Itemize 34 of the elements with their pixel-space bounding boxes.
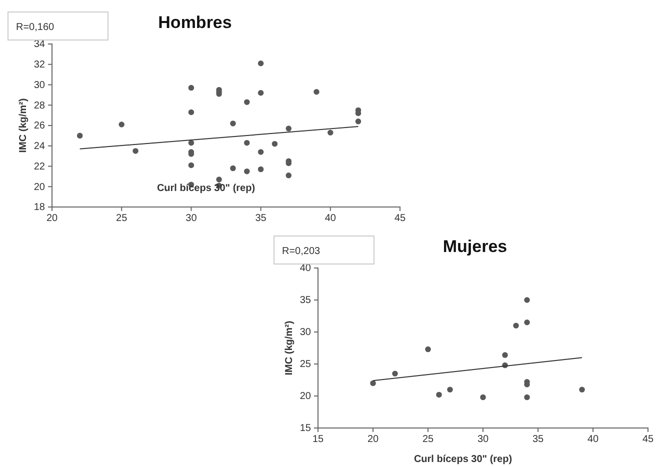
y-tick-label: 28	[34, 100, 46, 112]
x-axis-title: Curl bíceps 30" (rep)	[156, 183, 256, 194]
x-tick-label: 45	[642, 434, 654, 446]
y-tick-label: 20	[34, 182, 46, 193]
y-tick-label: 20	[300, 391, 312, 402]
x-tick-label: 40	[324, 213, 336, 224]
y-tick-label: 25	[300, 359, 312, 370]
y-axis-title: IMC (kg/m²)	[18, 98, 29, 153]
y-tick-label: 32	[34, 60, 46, 71]
x-axis-title: Curl bíceps 30" (rep)	[414, 454, 512, 465]
y-axis-title: IMC (kg/m²)	[284, 320, 295, 376]
y-tick-label: 15	[300, 423, 312, 434]
y-tick-label: 26	[34, 120, 46, 132]
x-tick-label: 15	[312, 434, 324, 446]
x-tick-label: 35	[532, 434, 544, 446]
x-tick-label: 35	[255, 213, 267, 224]
x-tick-label: 30	[186, 213, 198, 224]
x-tick-label: 25	[116, 213, 128, 224]
y-tick-label: 30	[34, 80, 46, 91]
text: R=0,160	[16, 22, 55, 33]
x-tick-label: 45	[394, 213, 406, 224]
y-tick-label: 35	[300, 295, 312, 306]
x-tick-label: 30	[477, 434, 489, 446]
y-tick-label: 18	[34, 202, 46, 214]
chart-title: Mujeres	[442, 237, 508, 256]
text: R=0,203	[282, 246, 321, 257]
chart-title: Hombres	[158, 13, 232, 32]
x-tick-label: 20	[46, 213, 58, 224]
y-tick-label: 22	[34, 161, 46, 172]
x-tick-label: 25	[422, 434, 434, 446]
x-tick-label: 20	[367, 434, 379, 446]
y-tick-label: 24	[34, 141, 46, 152]
y-tick-label: 30	[300, 327, 312, 338]
x-tick-label: 40	[587, 434, 599, 446]
